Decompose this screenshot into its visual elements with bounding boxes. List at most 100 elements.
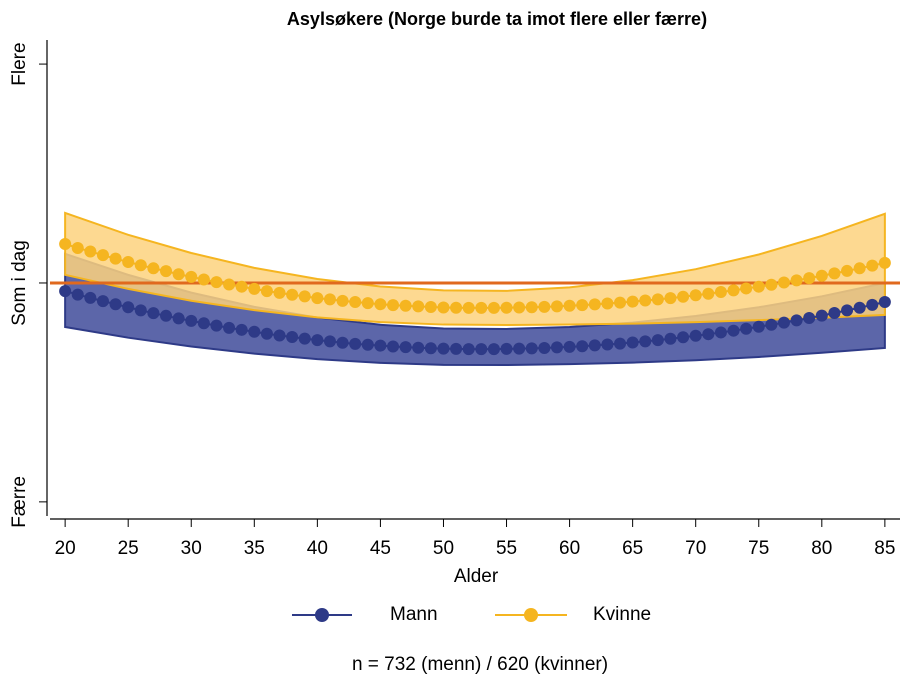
data-point	[84, 245, 97, 258]
data-point	[84, 291, 97, 304]
data-point	[689, 329, 702, 342]
y-tick-label: Færre	[9, 476, 30, 528]
data-point	[752, 320, 765, 333]
data-point	[134, 304, 147, 317]
data-point	[311, 334, 324, 347]
data-point	[714, 326, 727, 339]
data-point	[286, 331, 299, 344]
data-point	[689, 289, 702, 302]
data-point	[248, 282, 261, 295]
data-point	[298, 332, 311, 345]
data-point	[790, 314, 803, 327]
data-point	[563, 299, 576, 312]
data-point	[412, 300, 425, 313]
data-point	[487, 343, 500, 356]
data-point	[462, 343, 475, 356]
data-point	[185, 270, 198, 283]
x-axis-label: Alder	[454, 566, 499, 587]
data-point	[576, 340, 589, 353]
legend-label: Mann	[390, 604, 438, 625]
data-point	[853, 301, 866, 314]
data-point	[651, 293, 664, 306]
y-tick-label: Som i dag	[9, 240, 30, 326]
data-point	[450, 342, 463, 355]
data-point	[853, 262, 866, 275]
data-point	[500, 301, 513, 314]
data-point	[815, 309, 828, 322]
data-point	[702, 328, 715, 341]
data-point	[336, 294, 349, 307]
data-point	[866, 259, 879, 272]
data-point	[399, 299, 412, 312]
data-point	[614, 337, 627, 350]
data-point	[513, 301, 526, 314]
data-point	[160, 309, 173, 322]
data-point	[475, 343, 488, 356]
data-point	[273, 329, 286, 342]
data-point	[752, 280, 765, 293]
data-point	[487, 301, 500, 314]
data-point	[109, 298, 122, 311]
x-tick-label: 40	[307, 538, 328, 559]
data-point	[639, 294, 652, 307]
data-point	[500, 342, 513, 355]
data-point	[399, 341, 412, 354]
data-point	[677, 331, 690, 344]
data-point	[311, 292, 324, 305]
x-tick-label: 80	[811, 538, 832, 559]
data-point	[349, 337, 362, 350]
x-tick-label: 45	[370, 538, 391, 559]
x-tick-label: 65	[622, 538, 643, 559]
data-point	[96, 295, 109, 308]
data-point	[639, 335, 652, 348]
data-point	[866, 298, 879, 311]
data-point	[878, 256, 891, 269]
data-point	[601, 297, 614, 310]
data-point	[349, 296, 362, 309]
data-point	[71, 241, 84, 254]
data-point	[134, 259, 147, 272]
data-point	[777, 316, 790, 329]
data-point	[210, 276, 223, 289]
legend-label: Kvinne	[593, 604, 651, 625]
data-point	[588, 339, 601, 352]
data-point	[361, 297, 374, 310]
data-point	[273, 286, 286, 299]
data-point	[235, 323, 248, 336]
data-point	[59, 238, 72, 251]
data-point	[336, 336, 349, 349]
data-point	[841, 264, 854, 277]
data-point	[235, 280, 248, 293]
data-point	[550, 300, 563, 313]
data-point	[424, 301, 437, 314]
data-point	[841, 304, 854, 317]
data-point	[765, 318, 778, 331]
data-point	[223, 278, 236, 291]
data-point	[714, 285, 727, 298]
note: n = 732 (menn) / 620 (kvinner)	[352, 654, 608, 675]
data-point	[210, 319, 223, 332]
data-point	[260, 327, 273, 340]
data-point	[525, 301, 538, 314]
data-point	[96, 249, 109, 262]
x-tick-label: 35	[244, 538, 265, 559]
data-point	[122, 301, 135, 314]
x-tick-label: 70	[685, 538, 706, 559]
data-point	[664, 332, 677, 345]
data-point	[147, 307, 160, 320]
x-tick-label: 60	[559, 538, 580, 559]
data-point	[803, 272, 816, 285]
legend-marker	[524, 608, 538, 622]
data-point	[803, 311, 816, 324]
data-point	[828, 267, 841, 280]
chart-title: Asylsøkere (Norge burde ta imot flere el…	[287, 9, 707, 29]
data-point	[740, 322, 753, 335]
data-point	[387, 299, 400, 312]
data-point	[71, 288, 84, 301]
data-point	[437, 301, 450, 314]
data-point	[601, 338, 614, 351]
data-point	[424, 342, 437, 355]
data-point	[172, 268, 185, 281]
data-point	[185, 314, 198, 327]
